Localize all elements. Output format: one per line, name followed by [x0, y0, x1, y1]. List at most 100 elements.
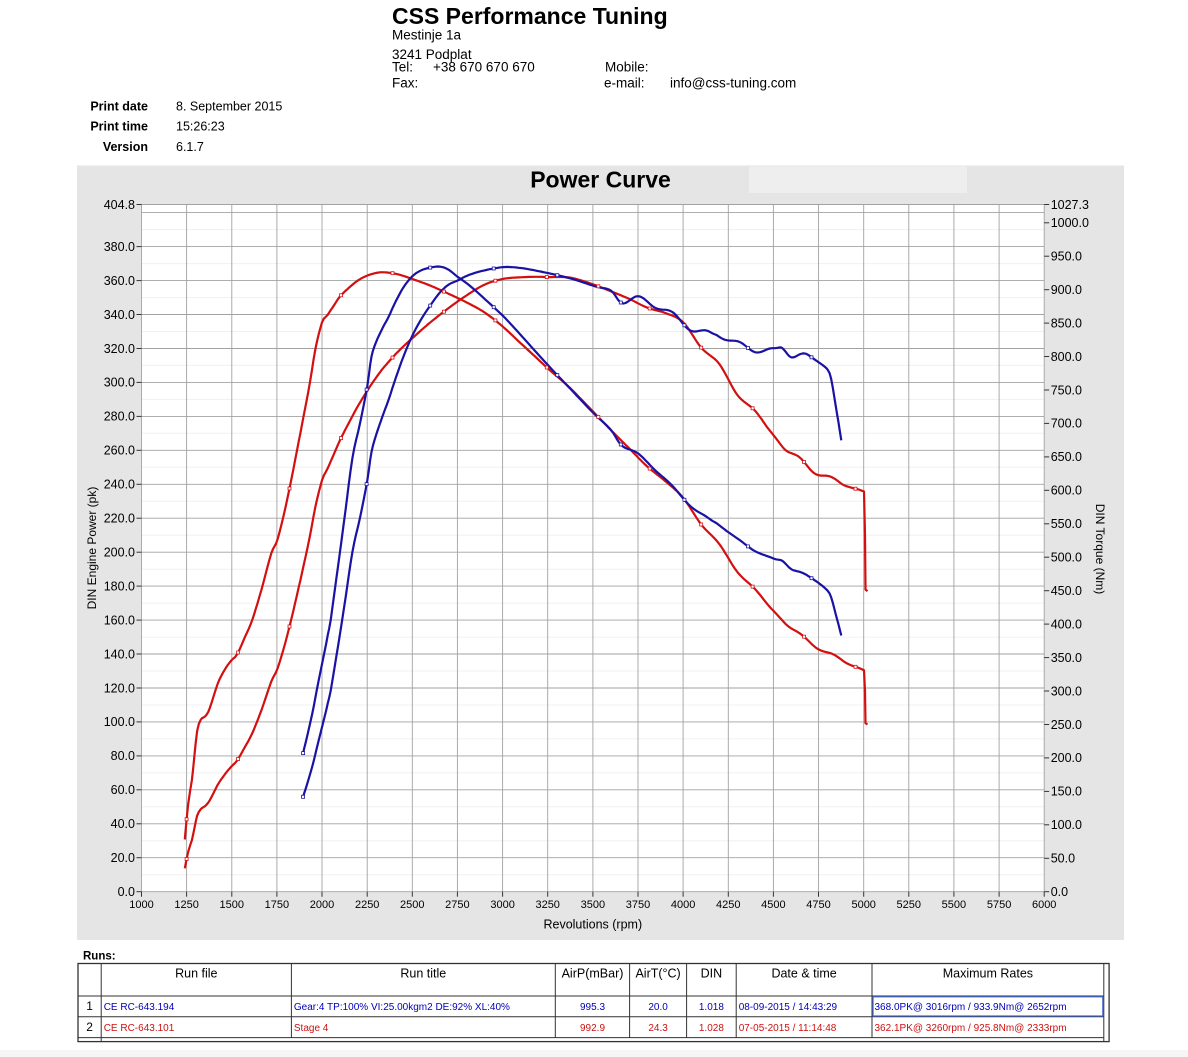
svg-text:80.0: 80.0	[111, 749, 135, 763]
svg-text:Date & time: Date & time	[771, 967, 836, 981]
svg-text:1000.0: 1000.0	[1051, 216, 1089, 230]
svg-text:3250: 3250	[535, 899, 559, 911]
svg-text:Runs:: Runs:	[83, 951, 116, 963]
svg-text:Run file: Run file	[175, 967, 217, 981]
svg-text:AirP(mBar): AirP(mBar)	[562, 967, 624, 981]
svg-text:380.0: 380.0	[104, 240, 135, 254]
svg-text:4250: 4250	[716, 899, 740, 911]
svg-text:0.0: 0.0	[1051, 885, 1068, 899]
svg-text:4500: 4500	[761, 899, 785, 911]
svg-text:2000: 2000	[310, 899, 334, 911]
svg-text:5250: 5250	[897, 899, 921, 911]
svg-text:240.0: 240.0	[104, 478, 135, 492]
svg-text:600.0: 600.0	[1051, 484, 1082, 498]
svg-text:750.0: 750.0	[1051, 383, 1082, 397]
svg-text:e-mail:: e-mail:	[604, 76, 645, 91]
svg-text:200.0: 200.0	[104, 546, 135, 560]
svg-text:368.0PK@ 3016rpm / 933.9Nm@ 26: 368.0PK@ 3016rpm / 933.9Nm@ 2652rpm	[875, 1002, 1067, 1013]
svg-text:3750: 3750	[626, 899, 650, 911]
svg-text:3000: 3000	[490, 899, 514, 911]
svg-text:AirT(°C): AirT(°C)	[635, 967, 680, 981]
svg-text:Revolutions (rpm): Revolutions (rpm)	[543, 918, 642, 932]
svg-text:4750: 4750	[806, 899, 830, 911]
svg-text:Mestinje 1a: Mestinje 1a	[392, 28, 462, 43]
svg-text:+38 670 670 670: +38 670 670 670	[433, 60, 535, 75]
svg-text:220.0: 220.0	[104, 512, 135, 526]
svg-text:60.0: 60.0	[111, 783, 135, 797]
svg-text:1000: 1000	[129, 899, 153, 911]
svg-text:4000: 4000	[671, 899, 695, 911]
svg-text:992.9: 992.9	[580, 1023, 605, 1034]
svg-text:6000: 6000	[1032, 899, 1056, 911]
svg-text:Fax:: Fax:	[392, 76, 418, 91]
svg-text:700.0: 700.0	[1051, 417, 1082, 431]
svg-text:180.0: 180.0	[104, 579, 135, 593]
svg-text:Gear:4 TP:100% VI:25.00kgm2 DE: Gear:4 TP:100% VI:25.00kgm2 DE:92% XL:40…	[294, 1002, 510, 1013]
svg-text:Mobile:: Mobile:	[605, 60, 649, 75]
svg-text:404.8: 404.8	[104, 198, 135, 212]
svg-text:1250: 1250	[174, 899, 198, 911]
svg-text:120.0: 120.0	[104, 681, 135, 695]
svg-text:362.1PK@ 3260rpm / 925.8Nm@ 23: 362.1PK@ 3260rpm / 925.8Nm@ 2333rpm	[875, 1023, 1067, 1034]
svg-text:5750: 5750	[987, 899, 1011, 911]
svg-text:1027.3: 1027.3	[1051, 198, 1089, 212]
svg-text:50.0: 50.0	[1051, 852, 1075, 866]
svg-text:6.1.7: 6.1.7	[176, 140, 204, 154]
svg-text:40.0: 40.0	[111, 817, 135, 831]
svg-text:850.0: 850.0	[1051, 316, 1082, 330]
svg-text:DIN Engine Power (pk): DIN Engine Power (pk)	[85, 487, 99, 610]
svg-text:8. September 2015: 8. September 2015	[176, 100, 282, 114]
svg-text:CSS Performance Tuning: CSS Performance Tuning	[392, 3, 668, 29]
svg-text:320.0: 320.0	[104, 342, 135, 356]
svg-text:20.0: 20.0	[648, 1002, 668, 1013]
svg-text:550.0: 550.0	[1051, 517, 1082, 531]
svg-text:100.0: 100.0	[1051, 818, 1082, 832]
svg-text:500.0: 500.0	[1051, 551, 1082, 565]
svg-text:Print time: Print time	[90, 120, 148, 134]
svg-text:2750: 2750	[445, 899, 469, 911]
svg-text:info@css-tuning.com: info@css-tuning.com	[670, 76, 796, 91]
svg-text:260.0: 260.0	[104, 444, 135, 458]
svg-text:2500: 2500	[400, 899, 424, 911]
svg-text:08-09-2015 / 14:43:29: 08-09-2015 / 14:43:29	[739, 1002, 838, 1013]
svg-text:2250: 2250	[355, 899, 379, 911]
svg-text:Version: Version	[103, 140, 148, 154]
svg-text:250.0: 250.0	[1051, 718, 1082, 732]
svg-text:340.0: 340.0	[104, 308, 135, 322]
svg-text:Tel:: Tel:	[392, 60, 413, 75]
svg-text:3241 Podplat: 3241 Podplat	[392, 47, 472, 62]
svg-text:Print date: Print date	[90, 100, 148, 114]
svg-text:CE RC-643.194: CE RC-643.194	[104, 1002, 175, 1013]
svg-text:800.0: 800.0	[1051, 350, 1082, 364]
svg-text:1: 1	[86, 999, 93, 1013]
svg-text:140.0: 140.0	[104, 647, 135, 661]
svg-text:450.0: 450.0	[1051, 584, 1082, 598]
svg-text:400.0: 400.0	[1051, 617, 1082, 631]
svg-text:1.018: 1.018	[699, 1002, 724, 1013]
svg-text:1500: 1500	[220, 899, 244, 911]
svg-text:300.0: 300.0	[104, 376, 135, 390]
svg-text:DIN Torque (Nm): DIN Torque (Nm)	[1093, 504, 1107, 594]
svg-text:20.0: 20.0	[111, 851, 135, 865]
svg-text:2: 2	[86, 1020, 93, 1034]
svg-text:1.028: 1.028	[699, 1023, 724, 1034]
svg-text:0.0: 0.0	[118, 885, 135, 899]
svg-text:300.0: 300.0	[1051, 684, 1082, 698]
svg-text:24.3: 24.3	[648, 1023, 668, 1034]
svg-text:280.0: 280.0	[104, 410, 135, 424]
svg-text:Run title: Run title	[400, 967, 446, 981]
svg-text:350.0: 350.0	[1051, 651, 1082, 665]
svg-text:5000: 5000	[851, 899, 875, 911]
svg-text:650.0: 650.0	[1051, 450, 1082, 464]
svg-text:360.0: 360.0	[104, 274, 135, 288]
svg-text:950.0: 950.0	[1051, 250, 1082, 264]
svg-text:5500: 5500	[942, 899, 966, 911]
svg-text:3500: 3500	[581, 899, 605, 911]
svg-text:07-05-2015 / 11:14:48: 07-05-2015 / 11:14:48	[739, 1023, 837, 1034]
svg-text:Power Curve: Power Curve	[530, 167, 671, 193]
svg-text:1750: 1750	[265, 899, 289, 911]
svg-text:100.0: 100.0	[104, 715, 135, 729]
svg-text:160.0: 160.0	[104, 613, 135, 627]
svg-text:Stage 4: Stage 4	[294, 1023, 329, 1034]
svg-text:CE RC-643.101: CE RC-643.101	[104, 1023, 175, 1034]
